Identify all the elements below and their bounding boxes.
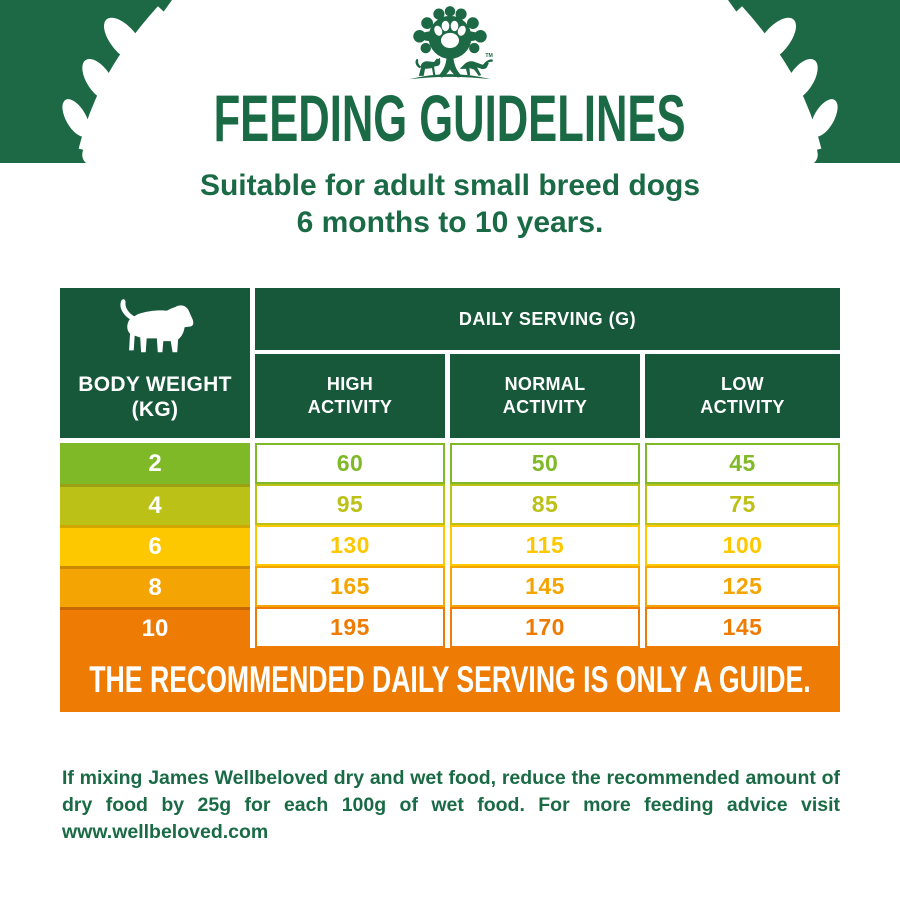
activity-header-row: HIGH ACTIVITY NORMAL ACTIVITY LOW ACTIVI… <box>255 354 840 438</box>
body-weight-cell: 8 <box>60 566 250 607</box>
table-row: 4 95 85 75 <box>60 484 840 525</box>
serving-normal-cell: 50 <box>450 443 640 484</box>
feeding-table: BODY WEIGHT (KG) DAILY SERVING (G) HIGH … <box>60 288 840 712</box>
serving-low-cell: 100 <box>645 525 840 566</box>
serving-high-cell: 60 <box>255 443 445 484</box>
table-row: 6 130 115 100 <box>60 525 840 566</box>
body-weight-cell: 6 <box>60 525 250 566</box>
normal-activity-header: NORMAL ACTIVITY <box>450 354 640 438</box>
serving-low-cell: 75 <box>645 484 840 525</box>
page-subtitle: Suitable for adult small breed dogs 6 mo… <box>199 169 701 239</box>
table-row: 10 195 170 145 <box>60 607 840 648</box>
mixing-advice-text: If mixing James Wellbeloved dry and wet … <box>62 767 840 843</box>
daily-serving-header: DAILY SERVING (G) <box>255 288 840 350</box>
serving-high-cell: 130 <box>255 525 445 566</box>
serving-normal-cell: 115 <box>450 525 640 566</box>
leaf-corner-decoration-right <box>728 0 900 163</box>
serving-normal-cell: 170 <box>450 607 640 648</box>
serving-high-cell: 195 <box>255 607 445 648</box>
serving-normal-cell: 145 <box>450 566 640 607</box>
serving-low-cell: 145 <box>645 607 840 648</box>
trademark-symbol: TM <box>485 53 493 59</box>
serving-high-cell: 165 <box>255 566 445 607</box>
guide-banner-text: THE RECOMMENDED DAILY SERVING IS ONLY A … <box>89 659 811 700</box>
body-weight-header-cell: BODY WEIGHT (KG) <box>60 288 250 438</box>
feeding-table-header: BODY WEIGHT (KG) DAILY SERVING (G) HIGH … <box>60 288 840 438</box>
serving-high-cell: 95 <box>255 484 445 525</box>
dog-silhouette-icon <box>120 299 194 353</box>
guide-banner: THE RECOMMENDED DAILY SERVING IS ONLY A … <box>60 648 840 712</box>
body-weight-cell: 4 <box>60 484 250 525</box>
low-activity-header: LOW ACTIVITY <box>645 354 840 438</box>
daily-serving-header-group: DAILY SERVING (G) HIGH ACTIVITY NORMAL A… <box>255 288 840 438</box>
leaf-corner-decoration-left <box>0 0 172 163</box>
body-weight-header-label: BODY WEIGHT (KG) <box>78 373 232 421</box>
body-weight-cell: 2 <box>60 443 250 484</box>
serving-low-cell: 125 <box>645 566 840 607</box>
body-weight-cell: 10 <box>60 607 250 648</box>
page-title: FEEDING GUIDELINES <box>214 81 686 155</box>
tree-paw-logo-icon: TM <box>409 6 493 80</box>
serving-low-cell: 45 <box>645 443 840 484</box>
feeding-table-body: 2 60 50 45 4 95 85 75 6 130 115 100 8 16… <box>60 443 840 648</box>
table-row: 8 165 145 125 <box>60 566 840 607</box>
table-row: 2 60 50 45 <box>60 443 840 484</box>
high-activity-header: HIGH ACTIVITY <box>255 354 445 438</box>
serving-normal-cell: 85 <box>450 484 640 525</box>
